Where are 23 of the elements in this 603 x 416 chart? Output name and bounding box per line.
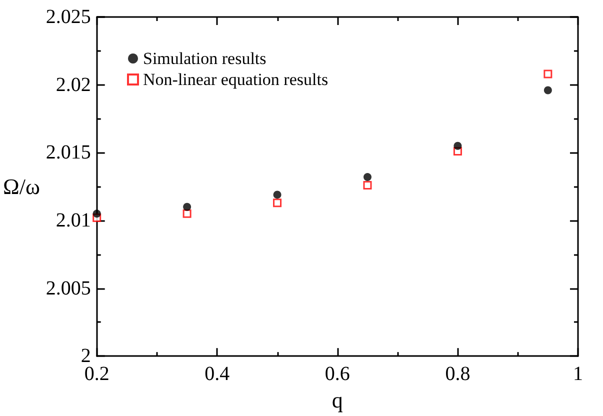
x-tick-label: 0.8 xyxy=(445,363,470,386)
y-tick-label: 2.01 xyxy=(56,209,91,232)
point xyxy=(454,142,462,150)
point xyxy=(273,190,282,199)
x-axis-title: q xyxy=(332,388,343,412)
legend-label: Simulation results xyxy=(143,49,266,68)
x-tick-label: 0.6 xyxy=(324,363,350,386)
y-tick-label: 2.02 xyxy=(56,74,91,96)
point xyxy=(92,210,101,218)
point xyxy=(544,86,552,94)
point xyxy=(544,70,552,78)
point xyxy=(273,198,282,208)
y-axis-title: Ω/ω xyxy=(2,174,40,200)
y-tick-label: 2.015 xyxy=(46,142,91,164)
x-tick-label: 1 xyxy=(573,363,583,386)
legend-label: Non-linear equation results xyxy=(143,70,328,89)
point xyxy=(183,202,192,211)
point xyxy=(182,209,192,218)
x-tick-label: 0.4 xyxy=(204,363,230,386)
y-tick-label: 2.005 xyxy=(46,277,91,300)
y-tick-label: 2.025 xyxy=(46,6,91,28)
point xyxy=(364,173,372,182)
point xyxy=(363,180,372,190)
